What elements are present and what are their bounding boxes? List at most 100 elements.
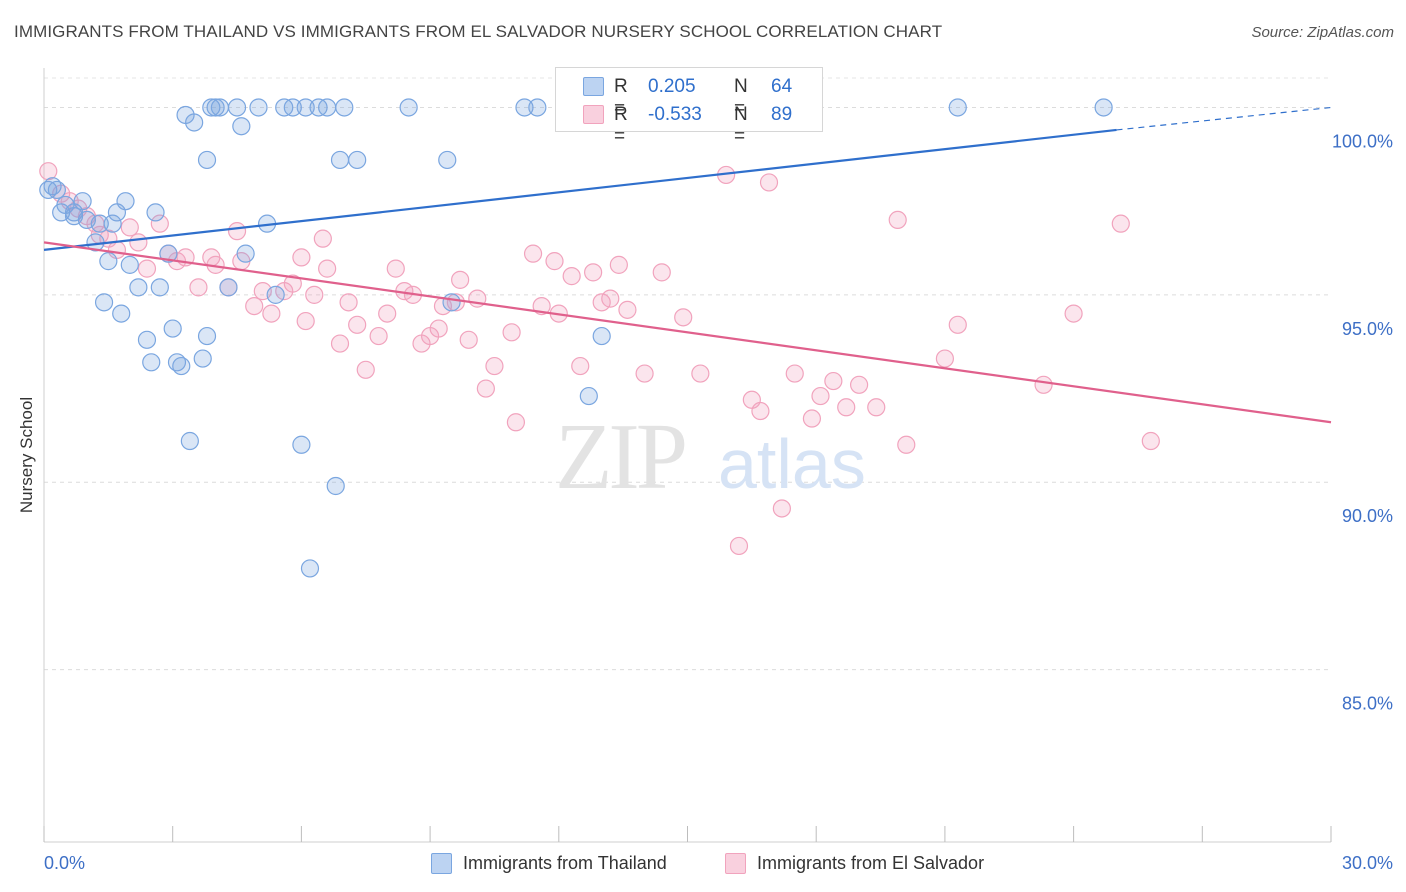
elsalvador-point bbox=[674, 308, 693, 327]
thailand-point bbox=[172, 356, 191, 376]
thailand-point bbox=[129, 278, 148, 297]
elsalvador-point bbox=[1141, 431, 1160, 451]
n-label: N = bbox=[734, 104, 748, 147]
thailand-point bbox=[137, 330, 157, 349]
thailand-point bbox=[592, 326, 611, 346]
legend-label-thailand: Immigrants from Thailand bbox=[463, 853, 667, 873]
thailand-point bbox=[193, 349, 212, 368]
legend-swatch-thailand bbox=[431, 853, 452, 874]
axes bbox=[43, 68, 1332, 843]
thailand-point bbox=[283, 98, 302, 117]
elsalvador-point bbox=[292, 248, 311, 267]
y-axis-label: Nursery School bbox=[17, 397, 36, 513]
elsalvador-point bbox=[1111, 214, 1130, 233]
thailand-point bbox=[232, 117, 251, 136]
elsalvador-point bbox=[137, 259, 157, 278]
elsalvador-point bbox=[618, 300, 637, 319]
elsalvador-point bbox=[189, 278, 208, 297]
elsalvador-point bbox=[313, 229, 332, 248]
thailand-point bbox=[116, 192, 135, 211]
thailand-point bbox=[335, 98, 354, 117]
elsalvador-point bbox=[867, 398, 886, 417]
source-label: Source: ZipAtlas.com bbox=[1251, 24, 1394, 41]
elsalvador-point bbox=[386, 259, 405, 278]
elsalvador-point bbox=[446, 293, 465, 312]
n-value: 89 bbox=[771, 104, 793, 125]
thailand-point bbox=[292, 435, 311, 454]
thailand-point bbox=[579, 386, 598, 406]
n-value: 64 bbox=[771, 76, 793, 97]
elsalvador-point bbox=[897, 435, 916, 454]
thailand-point bbox=[73, 192, 92, 211]
y-tick-label: 85.0% bbox=[1342, 694, 1393, 714]
elsalvador-point bbox=[571, 356, 590, 376]
chart-title: IMMIGRANTS FROM THAILAND VS IMMIGRANTS F… bbox=[14, 22, 943, 41]
thailand-point bbox=[197, 326, 217, 346]
el-salvador-points bbox=[39, 162, 1160, 556]
elsalvador-point bbox=[39, 162, 58, 181]
thailand-point bbox=[219, 278, 238, 297]
y-tick-label: 95.0% bbox=[1342, 319, 1393, 339]
thailand-point bbox=[197, 150, 217, 170]
thailand-point bbox=[399, 98, 418, 117]
thailand-point bbox=[159, 244, 178, 263]
elsalvador-point bbox=[348, 315, 367, 334]
thailand-point bbox=[515, 98, 534, 117]
elsalvador-point bbox=[523, 244, 543, 263]
legend-swatch-elsalvador bbox=[725, 853, 746, 874]
thailand-point bbox=[210, 98, 229, 117]
thailand-trend-line bbox=[43, 128, 1117, 251]
thailand-point bbox=[99, 252, 118, 271]
x-tick-label-min: 0.0% bbox=[44, 853, 85, 873]
x-tick-label-max: 30.0% bbox=[1342, 853, 1393, 873]
thailand-point bbox=[227, 98, 247, 117]
y-tick-label: 100.0% bbox=[1332, 131, 1393, 151]
n-label: N = bbox=[734, 76, 748, 119]
elsalvador-point bbox=[772, 499, 791, 518]
thailand-point bbox=[120, 255, 139, 274]
correlation-stats-box: R = 0.205 N = 64 R = -0.533 N = 89 bbox=[555, 67, 823, 147]
elsalvador-point bbox=[129, 233, 148, 252]
elsalvador-point bbox=[948, 315, 967, 334]
thailand-point bbox=[163, 319, 182, 338]
thailand-point bbox=[90, 214, 109, 233]
thailand-point bbox=[112, 304, 131, 323]
watermark-zip: ZIP bbox=[555, 405, 685, 509]
elsalvador-point bbox=[888, 210, 907, 230]
thailand-point bbox=[442, 293, 461, 312]
elsalvador-point bbox=[811, 386, 830, 406]
elsalvador-point bbox=[849, 375, 869, 394]
elsalvador-point bbox=[935, 349, 955, 368]
elsalvador-point bbox=[245, 296, 264, 316]
elsalvador-point bbox=[1034, 375, 1053, 394]
thailand-point bbox=[348, 150, 367, 170]
thailand-point bbox=[948, 98, 967, 117]
thailand-point bbox=[236, 244, 255, 263]
thailand-point bbox=[142, 353, 161, 372]
thailand-points bbox=[39, 98, 1113, 578]
elsalvador-point bbox=[785, 364, 804, 383]
elsalvador-swatch bbox=[583, 105, 604, 124]
elsalvador-point bbox=[751, 401, 770, 421]
elsalvador-point bbox=[283, 274, 302, 293]
thailand-point bbox=[47, 180, 66, 200]
elsalvador-point bbox=[729, 536, 749, 556]
thailand-point bbox=[528, 98, 547, 117]
elsalvador-point bbox=[476, 379, 495, 398]
elsalvador-point bbox=[305, 285, 324, 304]
elsalvador-point bbox=[330, 334, 350, 353]
thailand-point bbox=[318, 98, 337, 117]
thailand-point bbox=[146, 203, 165, 222]
elsalvador-point bbox=[369, 326, 388, 346]
y-tick-label: 90.0% bbox=[1342, 506, 1393, 526]
elsalvador-point bbox=[318, 259, 337, 278]
r-label: R = bbox=[614, 104, 628, 147]
elsalvador-point bbox=[356, 360, 375, 379]
thailand-point bbox=[296, 98, 315, 117]
legend-label-elsalvador: Immigrants from El Salvador bbox=[757, 853, 985, 873]
elsalvador-point bbox=[451, 270, 470, 289]
r-value: -0.533 bbox=[648, 104, 702, 125]
elsalvador-point bbox=[601, 289, 620, 308]
thailand-point bbox=[180, 431, 199, 451]
